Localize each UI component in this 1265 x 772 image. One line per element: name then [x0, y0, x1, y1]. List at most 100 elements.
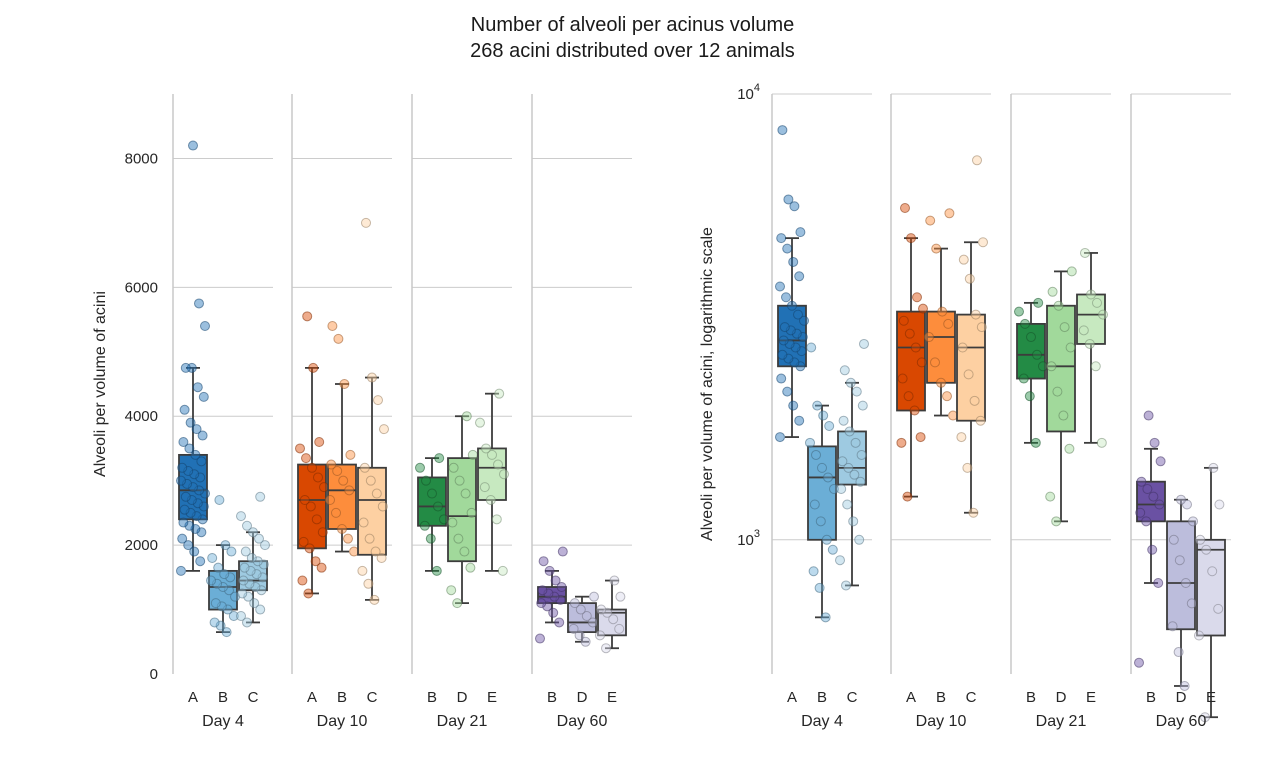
data-point [215, 620, 226, 631]
box-iqr [327, 463, 357, 530]
data-point [569, 598, 580, 609]
data-point [479, 482, 490, 493]
x-tick-label: B [427, 689, 437, 706]
data-point [209, 617, 220, 628]
x-tick-label: A [906, 689, 916, 706]
data-point [236, 511, 246, 522]
data-point [180, 491, 191, 502]
data-point [219, 569, 230, 580]
data-point [1167, 621, 1178, 632]
x-tick-label: C [248, 689, 259, 706]
data-point [942, 391, 952, 402]
data-point [246, 553, 257, 563]
box-c [956, 155, 988, 518]
data-point [930, 357, 940, 368]
data-point [421, 475, 431, 486]
data-point [1195, 534, 1206, 545]
data-point [549, 591, 560, 602]
data-point [1136, 476, 1147, 487]
data-point [580, 636, 591, 647]
data-point [1064, 443, 1075, 454]
data-point [183, 540, 194, 551]
data-point [345, 449, 356, 460]
data-point [177, 533, 188, 544]
data-point [249, 598, 260, 609]
data-point [177, 462, 188, 473]
x-tick-label: C [367, 689, 378, 706]
data-point [918, 303, 928, 314]
data-point [1030, 437, 1041, 448]
data-point [909, 405, 920, 416]
data-point [197, 430, 208, 441]
data-point [824, 421, 835, 431]
x-tick-label: B [1146, 689, 1156, 706]
data-point [178, 437, 189, 447]
data-point [240, 546, 251, 557]
data-point [192, 382, 203, 393]
box-c [835, 338, 869, 591]
box-d [1045, 266, 1077, 527]
data-point [1092, 297, 1102, 308]
data-point [797, 332, 808, 343]
x-tick-label: C [966, 689, 977, 706]
data-point [943, 318, 954, 329]
data-point [837, 456, 848, 467]
x-tick-label: B [817, 689, 827, 706]
data-point [789, 201, 800, 212]
data-point [331, 507, 341, 518]
data-point [557, 546, 568, 557]
box-iqr [1136, 480, 1166, 523]
data-point [358, 517, 369, 528]
data-point [195, 472, 206, 483]
data-point [581, 611, 592, 621]
data-point [176, 565, 186, 576]
data-point [325, 495, 335, 505]
data-point [535, 633, 545, 644]
data-point [333, 333, 344, 344]
data-point [371, 488, 382, 499]
data-point [806, 342, 817, 353]
data-point [212, 578, 222, 589]
panel-label: Day 21 [1036, 713, 1087, 730]
data-point [814, 582, 825, 593]
data-point [213, 562, 224, 573]
data-point [795, 227, 806, 238]
data-point [1033, 297, 1044, 308]
data-point [198, 391, 209, 402]
data-point [778, 335, 789, 346]
data-point [915, 432, 926, 443]
data-point [301, 453, 311, 464]
data-point [897, 373, 908, 384]
figure-title: Number of alveoli per acinus volume [470, 14, 795, 36]
data-point [230, 591, 240, 602]
panel-label: Day 21 [437, 713, 488, 730]
panel-label: Day 10 [916, 713, 967, 730]
data-point [848, 516, 859, 527]
data-point [963, 369, 974, 380]
data-point [369, 594, 380, 605]
data-point [316, 562, 327, 573]
box-b [805, 342, 839, 623]
data-point [808, 566, 819, 577]
data-point [1214, 499, 1225, 510]
data-point [357, 565, 368, 576]
data-point [843, 462, 854, 473]
data-point [465, 562, 476, 573]
data-point [841, 580, 851, 591]
data-point [299, 495, 310, 505]
data-point [218, 582, 228, 592]
data-point [228, 611, 239, 621]
data-point [787, 300, 797, 311]
data-point [575, 604, 586, 615]
data-point [964, 273, 975, 284]
data-point [307, 462, 317, 473]
x-tick-label: C [847, 689, 858, 706]
data-point [186, 495, 197, 505]
data-point [1045, 491, 1056, 502]
chart-2: Alveoli per volume of acini, logarithmic… [699, 82, 1231, 730]
data-point [1080, 247, 1090, 258]
data-point [179, 404, 190, 415]
data-point [1090, 361, 1101, 372]
panel-label: Day 60 [1156, 713, 1207, 730]
